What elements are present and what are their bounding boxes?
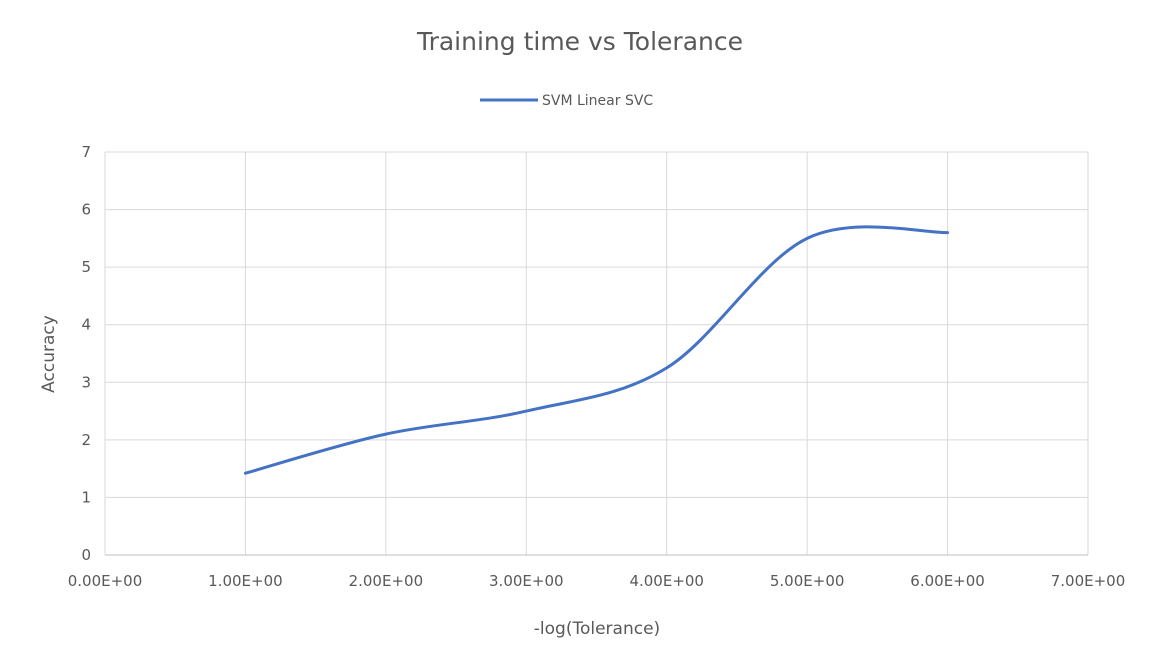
chart-title: Training time vs Tolerance bbox=[416, 27, 743, 56]
legend-label-svm-linear-svc: SVM Linear SVC bbox=[542, 93, 653, 109]
x-tick-label: 6.00E+00 bbox=[910, 572, 985, 590]
y-tick-label: 2 bbox=[81, 431, 91, 449]
y-axis-title: Accuracy bbox=[39, 315, 59, 393]
y-axis-tick-labels: 0 1 2 3 4 5 6 7 bbox=[81, 143, 91, 564]
x-tick-label: 1.00E+00 bbox=[208, 572, 283, 590]
y-tick-label: 0 bbox=[81, 546, 91, 564]
series-line-svm-linear-svc bbox=[243, 225, 950, 475]
x-tick-label: 5.00E+00 bbox=[770, 572, 845, 590]
legend: SVM Linear SVC bbox=[480, 93, 653, 109]
grid bbox=[104, 151, 1089, 555]
y-tick-label: 4 bbox=[81, 316, 91, 334]
x-axis-tick-labels: 0.00E+00 1.00E+00 2.00E+00 3.00E+00 4.00E+00… bbox=[68, 572, 1126, 590]
x-tick-label: 4.00E+00 bbox=[629, 572, 704, 590]
y-tick-label: 5 bbox=[81, 258, 91, 276]
series-layer bbox=[243, 225, 950, 475]
x-axis-title: -log(Tolerance) bbox=[534, 619, 660, 639]
x-tick-label: 7.00E+00 bbox=[1051, 572, 1126, 590]
x-tick-label: 2.00E+00 bbox=[349, 572, 424, 590]
x-tick-label: 3.00E+00 bbox=[489, 572, 564, 590]
y-tick-label: 1 bbox=[81, 488, 91, 506]
y-tick-label: 7 bbox=[81, 143, 91, 161]
y-tick-label: 3 bbox=[81, 373, 91, 391]
x-tick-label: 0.00E+00 bbox=[68, 572, 143, 590]
y-tick-label: 6 bbox=[81, 201, 91, 219]
